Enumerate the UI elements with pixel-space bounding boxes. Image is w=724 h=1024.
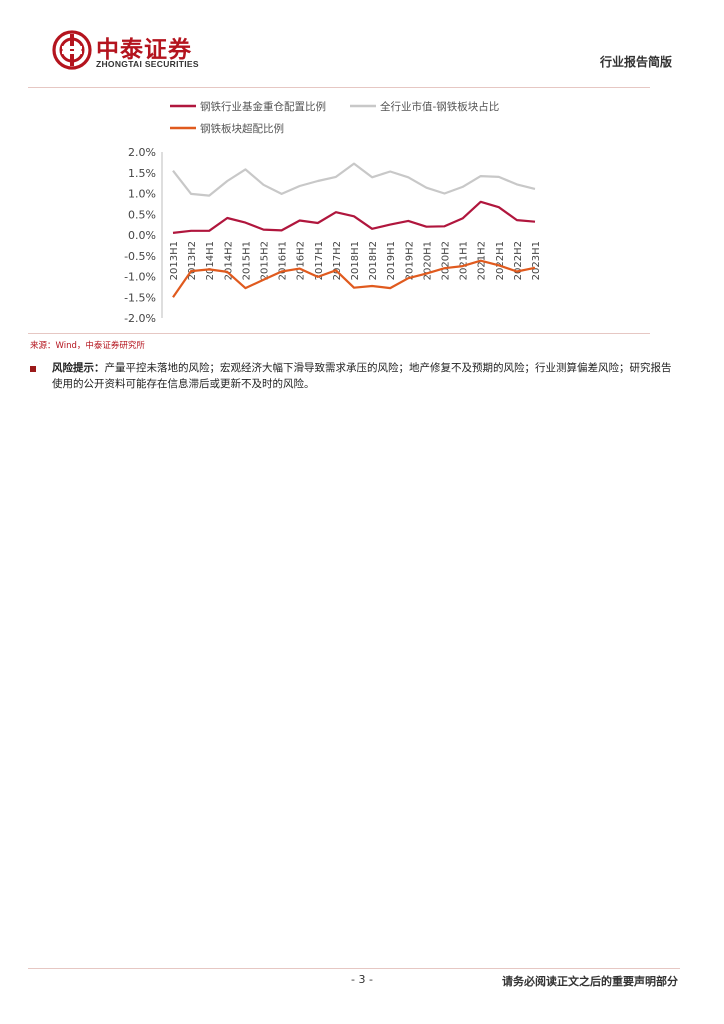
x-tick-label: 2020H1 — [422, 241, 433, 280]
chart-source: 来源：Wind，中泰证券研究所 — [30, 341, 145, 351]
footer-divider — [28, 968, 680, 969]
y-tick-label: 1.5% — [128, 167, 156, 180]
x-tick-label: 2017H1 — [314, 241, 325, 280]
x-tick-label: 2022H1 — [495, 241, 506, 280]
x-tick-label: 2023H1 — [531, 241, 542, 280]
x-tick-label: 2015H1 — [241, 241, 252, 280]
x-tick-label: 2018H2 — [368, 241, 379, 280]
risk-text: 产量平控未落地的风险；宏观经济大幅下滑导致需求承压的风险；地产修复不及预期的风险… — [52, 362, 672, 390]
x-tick-label: 2021H1 — [459, 241, 470, 280]
x-tick-label: 2019H2 — [404, 241, 415, 280]
x-tick-label: 2020H2 — [441, 241, 452, 280]
legend-label-1: 钢铁行业基金重仓配置比例 — [200, 100, 326, 113]
x-tick-label: 2014H2 — [223, 241, 234, 280]
x-tick-label: 2013H1 — [169, 241, 180, 280]
header-divider — [28, 87, 650, 88]
x-tick-label: 2019H1 — [386, 241, 397, 280]
series-line-2 — [172, 162, 536, 197]
chart-bottom-divider — [28, 333, 650, 334]
company-logo: 中泰证券 ZHONGTAI SECURITIES — [52, 30, 222, 72]
x-tick-label: 2017H2 — [332, 241, 343, 280]
y-tick-label: 0.5% — [128, 208, 156, 221]
report-type-label: 行业报告简版 — [599, 55, 672, 69]
zhongtai-logo-icon — [52, 30, 92, 70]
y-tick-label: 0.0% — [128, 229, 156, 242]
x-tick-label: 2016H1 — [278, 241, 289, 280]
x-tick-label: 2014H1 — [205, 241, 216, 280]
line-chart: 2.0% 1.5% 1.0% 0.5% 0.0% -0.5% -1.0% -1.5% -2.0%… — [124, 100, 542, 325]
y-tick-label: -1.5% — [124, 291, 156, 304]
y-tick-label: -1.0% — [124, 271, 156, 284]
page-number: - 3 - — [351, 973, 373, 986]
risk-warning: 风险提示：产量平控未落地的风险；宏观经济大幅下滑导致需求承压的风险；地产修复不及… — [52, 360, 678, 392]
y-tick-label: -0.5% — [124, 250, 156, 263]
footer-disclaimer: 请务必阅读正文之后的重要声明部分 — [502, 975, 678, 988]
x-tick-label: 2013H2 — [187, 241, 198, 280]
y-tick-label: -2.0% — [124, 312, 156, 325]
bullet-icon — [30, 366, 36, 372]
logo-name-cn: 中泰证券 — [96, 37, 192, 63]
risk-label: 风险提示： — [52, 362, 105, 374]
logo-name-en: ZHONGTAI SECURITIES — [96, 59, 199, 69]
y-tick-label: 1.0% — [128, 188, 156, 201]
series-line-1 — [172, 200, 536, 234]
x-tick-label: 2015H2 — [260, 241, 271, 280]
x-tick-label: 2018H1 — [350, 241, 361, 280]
series-line-3 — [172, 259, 536, 298]
y-tick-label: 2.0% — [128, 146, 156, 159]
x-tick-label: 2022H2 — [513, 241, 524, 280]
legend-label-3: 钢铁板块超配比例 — [200, 122, 284, 135]
chart-container: 2.0% 1.5% 1.0% 0.5% 0.0% -0.5% -1.0% -1.5% -2.0%… — [100, 92, 560, 330]
x-tick-label: 2016H2 — [296, 241, 307, 280]
legend-label-2: 全行业市值-钢铁板块占比 — [380, 100, 499, 113]
